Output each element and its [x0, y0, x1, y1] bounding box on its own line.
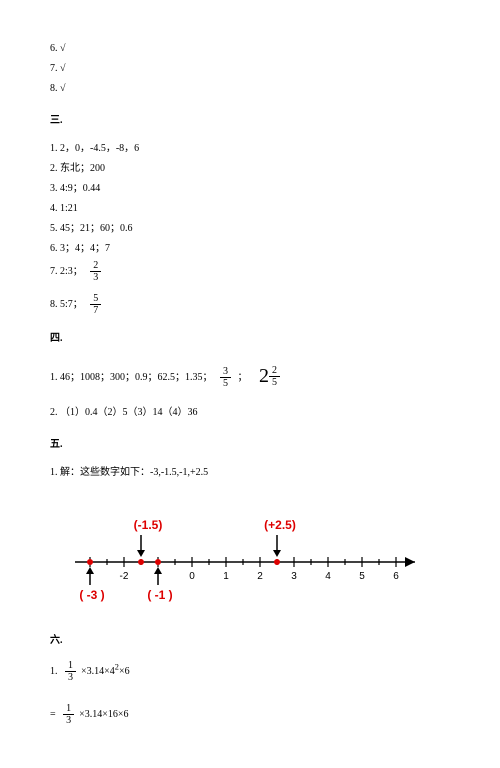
s4-i1-text: 1. 46；1008；300；0.9；62.5；1.35；: [50, 372, 213, 383]
fraction-1-3: 13: [65, 660, 76, 683]
fraction-5-7: 57: [90, 293, 101, 316]
s4-i1: 1. 46；1008；300；0.9；62.5；1.35； 35 ； 225: [50, 358, 450, 394]
label-neg3: ( -3 ): [79, 588, 104, 602]
s6-i1-expr2: ×6: [119, 666, 130, 677]
number-line-diagram: -2 0 1 2 3 4 5 6 (-1.5) (+2.5) ( -3 ) ( …: [70, 507, 430, 602]
label-pos25: (+2.5): [264, 518, 296, 532]
s6-i1-num: 1.: [50, 666, 58, 677]
s6-i1: 1. 13 ×3.14×42×6: [50, 660, 450, 683]
tick-label: 3: [291, 571, 297, 582]
s3-i8-text: 8. 5:7；: [50, 299, 83, 310]
sep: ；: [238, 372, 248, 383]
label-neg15: (-1.5): [134, 518, 163, 532]
section-5-header: 五.: [50, 436, 450, 454]
s3-i7-text: 7. 2:3；: [50, 266, 83, 277]
s6-i2-expr: ×3.14×16×6: [79, 709, 128, 720]
mixed-2-2-5: 225: [259, 364, 280, 384]
s6-i2: = 13 ×3.14×16×6: [50, 703, 450, 726]
fraction-3-5: 35: [220, 366, 231, 389]
s3-i7: 7. 2:3； 23: [50, 260, 450, 283]
s3-i4: 4. 1:21: [50, 200, 450, 218]
tick-label: 4: [325, 571, 331, 582]
s3-i2: 2. 东北；200: [50, 160, 450, 178]
s3-i1: 1. 2，0，-4.5，-8，6: [50, 140, 450, 158]
item-7: 7. √: [50, 60, 450, 78]
tick-label: 1: [223, 571, 229, 582]
tick-label: 5: [359, 571, 365, 582]
s6-i1-expr1: ×3.14×4: [81, 666, 115, 677]
tick-label: 0: [189, 571, 195, 582]
section-3-header: 三.: [50, 112, 450, 130]
s3-i5: 5. 45；21；60；0.6: [50, 220, 450, 238]
s3-i8: 8. 5:7； 57: [50, 293, 450, 316]
s3-i6: 6. 3；4；4；7: [50, 240, 450, 258]
s3-i3: 3. 4:9；0.44: [50, 180, 450, 198]
s5-i1: 1. 解：这些数字如下：-3,-1.5,-1,+2.5: [50, 464, 450, 482]
s6-i2-eq: =: [50, 709, 56, 720]
tick-label: -2: [120, 571, 129, 582]
section-6-header: 六.: [50, 632, 450, 650]
fraction-2-3: 23: [90, 260, 101, 283]
label-neg1: ( -1 ): [147, 588, 172, 602]
fraction-1-3b: 13: [63, 703, 74, 726]
s4-i2: 2. （1）0.4（2）5（3）14（4）36: [50, 404, 450, 422]
item-6: 6. √: [50, 40, 450, 58]
tick-label: 2: [257, 571, 263, 582]
section-4-header: 四.: [50, 330, 450, 348]
tick-label: 6: [393, 571, 399, 582]
item-8: 8. √: [50, 80, 450, 98]
